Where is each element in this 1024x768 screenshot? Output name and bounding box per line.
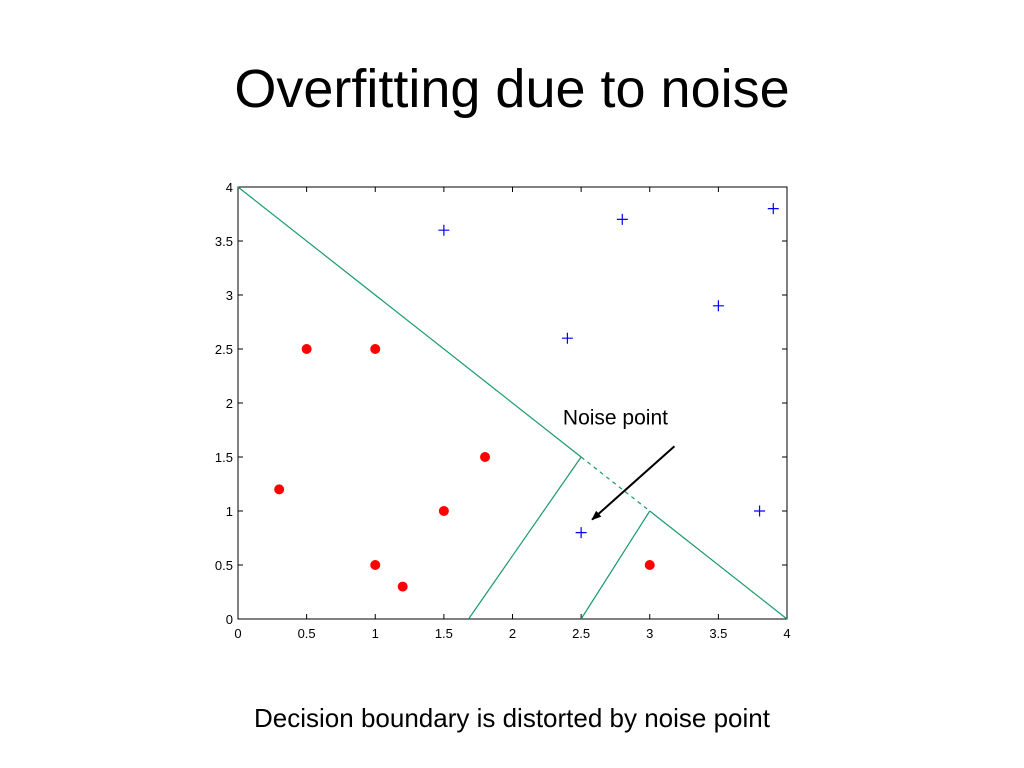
- x-tick-label: 1.5: [435, 626, 453, 641]
- class-circle-point: [370, 560, 381, 570]
- class-circle-point: [274, 484, 285, 495]
- x-tick-label: 2.5: [572, 626, 590, 641]
- class-circle-point: [480, 452, 491, 462]
- class-plus-point: [767, 203, 779, 215]
- plot-area: 0 0.5 1 1.5 2 2.5 3 3.5 4 0 0.5 1 1.5 2 2.5 3 3.5 4 Noise …: [215, 180, 791, 641]
- x-tick-label: 2: [509, 626, 516, 641]
- y-tick-label: 3: [226, 288, 233, 303]
- class-plus-point: [575, 527, 587, 539]
- class-plus-point: [438, 224, 450, 236]
- x-tick-label: 0: [234, 626, 241, 641]
- y-tick-label: 0: [226, 612, 233, 627]
- class-circle-point: [370, 344, 381, 354]
- y-tick-label: 2.5: [215, 342, 233, 357]
- y-tick-label: 1.5: [215, 450, 233, 465]
- decision-boundary-segment: [580, 456, 651, 512]
- decision-boundary-segment: [237, 186, 582, 458]
- x-tick-label: 1: [372, 626, 379, 641]
- x-tick-label: 4: [783, 626, 790, 641]
- x-tick-label: 0.5: [298, 626, 316, 641]
- class-circle-point: [301, 344, 312, 354]
- y-tick-label: 0.5: [215, 558, 233, 573]
- noise-point-arrow: [591, 445, 676, 521]
- y-tick-label: 2: [226, 396, 233, 411]
- decision-boundary-segment: [468, 456, 582, 620]
- class-circle-point: [397, 581, 408, 592]
- class-plus-point: [616, 213, 628, 225]
- noise-point-annotation: Noise point: [563, 407, 668, 430]
- class-plus-point: [754, 505, 766, 517]
- slide-caption: Decision boundary is distorted by noise …: [254, 703, 770, 733]
- y-tick-label: 3.5: [215, 234, 233, 249]
- class-plus-point: [712, 300, 724, 312]
- y-tick-label: 4: [226, 180, 233, 195]
- class-circle-point: [644, 560, 655, 570]
- y-tick-label: 1: [226, 504, 233, 519]
- class-plus-point: [561, 332, 573, 344]
- class-circle-point: [438, 506, 449, 516]
- x-tick-label: 3.5: [709, 626, 727, 641]
- decision-boundary-segment: [580, 510, 651, 620]
- x-tick-label: 3: [646, 626, 653, 641]
- decision-boundary-segment: [649, 510, 788, 620]
- slide-title: Overfitting due to noise: [234, 59, 790, 119]
